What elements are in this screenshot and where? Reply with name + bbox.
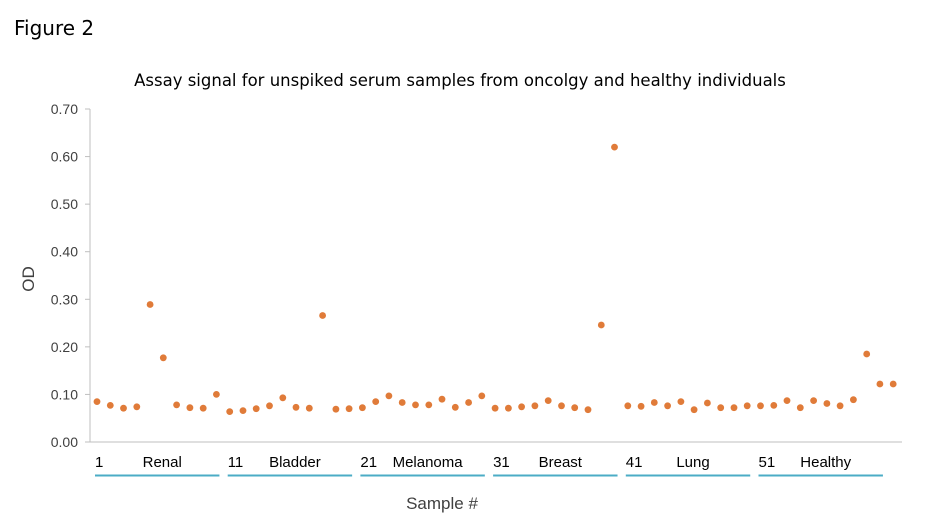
data-point	[146, 301, 154, 308]
data-point	[279, 394, 287, 402]
data-point	[159, 354, 167, 362]
group-name-label: Lung	[676, 454, 709, 471]
data-point	[252, 405, 260, 413]
data-point	[186, 404, 194, 412]
data-point	[106, 402, 114, 409]
data-point	[451, 403, 459, 411]
data-point	[385, 392, 393, 400]
data-point	[690, 406, 698, 414]
chart-title: Assay signal for unspiked serum samples …	[134, 71, 786, 90]
y-axis-title: OD	[19, 266, 38, 292]
data-point	[810, 397, 817, 404]
data-point	[704, 399, 711, 407]
data-point	[796, 404, 804, 412]
data-point	[478, 392, 486, 400]
group-start-label: 41	[626, 454, 643, 471]
data-point	[292, 403, 300, 411]
data-point	[650, 399, 658, 406]
data-point	[770, 402, 778, 409]
data-point	[412, 401, 419, 409]
data-point	[505, 404, 512, 412]
data-point	[850, 396, 857, 404]
data-point	[332, 405, 340, 413]
data-point	[213, 391, 220, 398]
data-point	[133, 403, 141, 411]
y-tick-label: 0.70	[51, 101, 78, 117]
data-point	[305, 404, 313, 412]
data-point	[239, 407, 247, 414]
group-start-label: 51	[759, 454, 776, 471]
data-point	[319, 312, 326, 319]
y-tick-label: 0.40	[51, 244, 78, 260]
y-tick-label: 0.20	[51, 339, 78, 355]
data-point	[93, 398, 101, 405]
y-tick-label: 0.60	[51, 149, 78, 165]
axes-layer: 0.00 0.10 0.20 0.30 0.40 0.50 0.60 0.70	[51, 101, 902, 450]
data-point	[173, 401, 181, 409]
group-start-label: 21	[360, 454, 377, 471]
data-point	[889, 380, 897, 388]
data-point	[571, 404, 579, 412]
data-point	[226, 408, 234, 415]
group-name-label: Renal	[143, 454, 182, 471]
data-point	[730, 404, 738, 412]
data-point	[465, 399, 472, 406]
data-point	[823, 400, 831, 407]
data-point	[425, 401, 433, 409]
data-point	[863, 350, 871, 358]
sample-groups: 1 Renal 11 Bladder 21 Melanoma 31 Breast 41 Lung 5…	[95, 454, 883, 477]
group-name-label: Melanoma	[393, 454, 464, 471]
data-point	[584, 406, 592, 414]
data-point	[558, 402, 565, 410]
data-points	[93, 143, 897, 415]
x-axis-title: Sample #	[406, 494, 478, 513]
group-name-label: Healthy	[800, 454, 851, 471]
data-point	[372, 398, 380, 405]
data-point	[664, 402, 671, 410]
data-point	[783, 397, 791, 404]
data-point	[266, 402, 273, 410]
y-tick-label: 0.30	[51, 291, 78, 307]
data-point	[531, 402, 539, 410]
data-point	[611, 143, 618, 151]
data-point	[518, 403, 525, 411]
data-point	[876, 380, 884, 388]
data-point	[836, 402, 844, 410]
data-point	[544, 397, 552, 404]
data-point	[637, 402, 645, 410]
data-point	[438, 395, 446, 403]
data-point	[359, 404, 366, 412]
y-tick-label: 0.50	[51, 196, 78, 212]
data-point	[677, 398, 685, 405]
group-name-label: Bladder	[269, 454, 321, 471]
data-point	[743, 402, 751, 410]
data-point	[597, 321, 605, 329]
group-name-label: Breast	[539, 454, 583, 471]
y-tick-label: 0.10	[51, 386, 78, 402]
data-point	[120, 404, 127, 412]
y-tick-label: 0.00	[51, 434, 78, 450]
data-point	[398, 399, 406, 406]
group-start-label: 1	[95, 454, 103, 471]
group-start-label: 31	[493, 454, 510, 471]
data-point	[624, 402, 632, 410]
data-point	[199, 404, 207, 412]
figure-label: Figure 2	[14, 16, 95, 40]
data-point	[717, 404, 725, 412]
data-point	[345, 405, 353, 413]
data-point	[491, 404, 499, 412]
data-point	[757, 402, 764, 410]
group-start-label: 11	[228, 454, 244, 471]
